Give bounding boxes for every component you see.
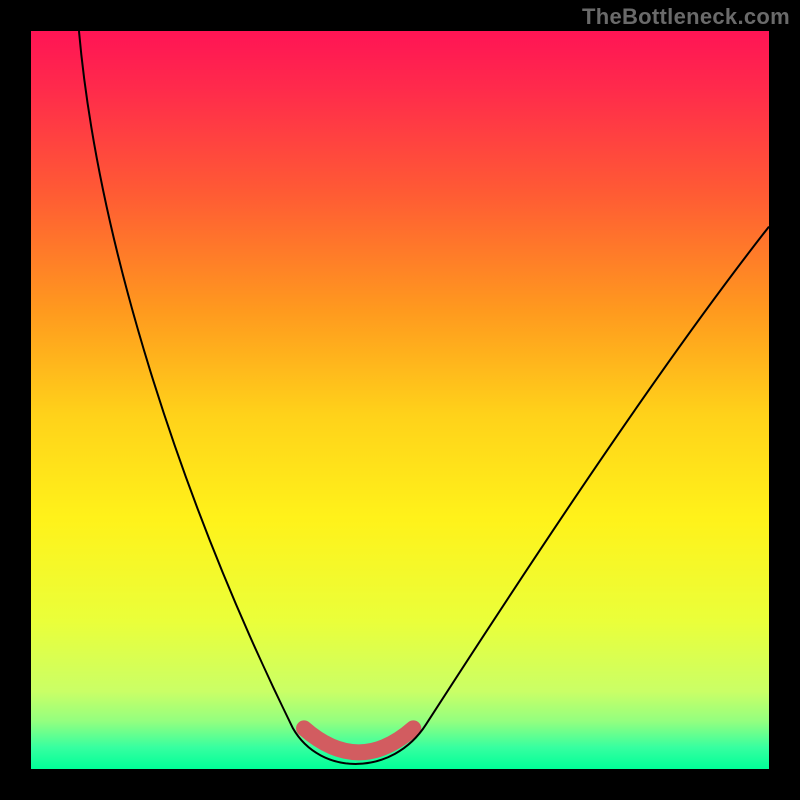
chart-gradient-background: [31, 31, 769, 769]
bottleneck-chart: TheBottleneck.com: [0, 0, 800, 800]
watermark-text: TheBottleneck.com: [582, 4, 790, 30]
chart-svg: [0, 0, 800, 800]
